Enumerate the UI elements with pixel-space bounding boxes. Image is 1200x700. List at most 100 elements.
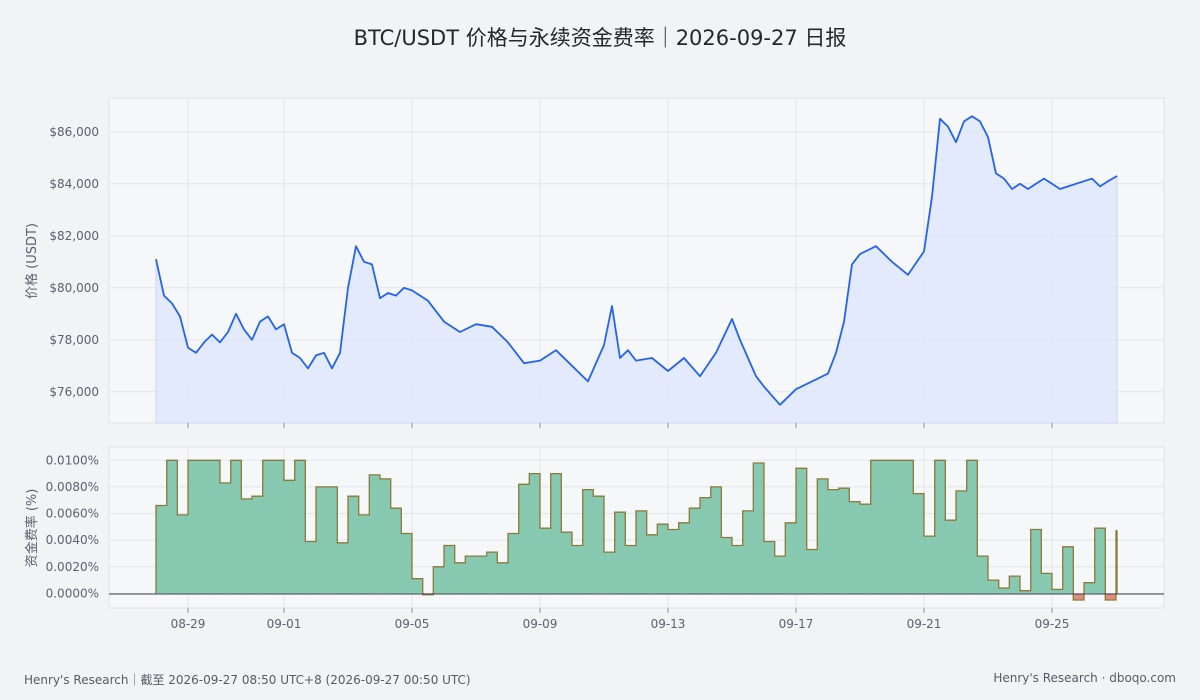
funding-bar <box>294 460 306 594</box>
funding-bar <box>998 588 1010 594</box>
funding-bar <box>646 534 658 594</box>
funding-bars <box>156 460 1118 601</box>
funding-bar <box>892 460 904 594</box>
funding-bar <box>220 482 232 594</box>
funding-bar <box>390 508 402 594</box>
funding-bar <box>476 556 488 594</box>
funding-bar <box>806 549 818 594</box>
price-y-tick-label: $76,000 <box>49 385 99 399</box>
x-tick-label: 09-05 <box>395 617 430 631</box>
funding-bar <box>614 512 626 594</box>
funding-bar <box>732 545 744 594</box>
funding-bar <box>1041 573 1053 594</box>
funding-bar <box>508 533 520 594</box>
funding-bar <box>1084 582 1096 594</box>
funding-bar <box>156 505 168 594</box>
funding-bar <box>700 497 712 594</box>
price-y-tick-label: $80,000 <box>49 281 99 295</box>
funding-bar <box>657 524 669 594</box>
price-y-tick-label: $82,000 <box>49 229 99 243</box>
chart-title: BTC/USDT 价格与永续资金费率｜2026-09-27 日报 <box>353 26 847 50</box>
x-tick-label: 09-17 <box>779 617 814 631</box>
funding-bar <box>188 460 200 594</box>
funding-bar <box>966 460 978 594</box>
funding-bar <box>796 468 808 594</box>
funding-bar <box>433 566 445 594</box>
funding-bar <box>273 460 285 594</box>
funding-bar <box>486 552 498 594</box>
funding-bar <box>988 580 1000 594</box>
funding-bar <box>230 460 242 594</box>
funding-bar <box>529 473 541 594</box>
funding-bar <box>945 520 957 594</box>
funding-bar <box>913 493 925 594</box>
funding-bar <box>881 460 893 594</box>
funding-bar <box>902 460 914 594</box>
funding-bar <box>860 504 872 594</box>
funding-bar <box>348 496 360 594</box>
x-tick-label: 09-01 <box>267 617 302 631</box>
funding-bar <box>369 474 381 594</box>
funding-bar <box>689 508 701 594</box>
funding-bar <box>721 537 733 594</box>
funding-bar <box>166 460 178 594</box>
funding-bar <box>401 533 413 594</box>
funding-bar <box>1062 546 1074 594</box>
funding-y-ticks: 0.0000% 0.0020% 0.0040% 0.0060% 0.0080% 0.010… <box>46 453 99 600</box>
funding-bar <box>337 542 349 594</box>
footer-source: Henry's Research｜截至 2026-09-27 08:50 UTC… <box>24 673 471 687</box>
funding-bar <box>177 514 189 594</box>
x-tick-label: 09-13 <box>651 617 686 631</box>
funding-bar <box>817 478 829 594</box>
funding-bar <box>444 545 456 594</box>
funding-bar <box>454 562 466 594</box>
funding-bar <box>710 486 722 594</box>
funding-bar <box>764 541 776 594</box>
x-tick-label: 09-25 <box>1035 617 1070 631</box>
funding-bar <box>252 496 264 594</box>
funding-bar <box>518 484 530 594</box>
price-y-tick-label: $78,000 <box>49 333 99 347</box>
funding-bar <box>1052 589 1064 594</box>
funding-bar <box>582 489 594 594</box>
funding-bar <box>550 473 562 594</box>
funding-bar <box>678 522 690 594</box>
funding-bar <box>753 463 765 594</box>
funding-bar <box>870 460 882 594</box>
funding-bar <box>956 490 968 594</box>
funding-bar <box>412 578 424 594</box>
x-tick-label: 09-09 <box>523 617 558 631</box>
funding-bar <box>668 529 680 594</box>
funding-bar <box>358 514 370 594</box>
price-y-axis-label: 价格 (USDT) <box>24 223 40 299</box>
funding-bar <box>849 501 861 594</box>
funding-bar <box>198 460 210 594</box>
funding-y-tick-label: 0.0060% <box>46 507 99 521</box>
funding-bar <box>838 488 850 594</box>
funding-bar <box>774 556 786 594</box>
funding-bar <box>1073 593 1085 601</box>
funding-y-tick-label: 0.0080% <box>46 480 99 494</box>
funding-bar <box>572 545 584 594</box>
funding-bar <box>604 552 616 594</box>
funding-bar <box>465 556 477 594</box>
funding-y-axis-label: 资金费率 (%) <box>24 489 40 568</box>
funding-bar <box>977 556 989 594</box>
funding-bar <box>284 480 296 594</box>
funding-bar <box>924 536 936 594</box>
funding-bar <box>209 460 221 594</box>
funding-bar <box>326 486 338 594</box>
funding-bar <box>305 541 317 594</box>
price-y-ticks: $76,000 $78,000 $80,000 $82,000 $84,000 $86,0… <box>49 125 99 399</box>
funding-bar <box>1094 528 1106 594</box>
x-ticks: 08-29 09-01 09-05 09-09 09-13 09-17 09-21 09-25 <box>171 423 1070 631</box>
price-line <box>155 115 1118 406</box>
funding-y-tick-label: 0.0000% <box>46 586 99 600</box>
funding-bar <box>316 486 328 594</box>
funding-bar <box>934 460 946 594</box>
price-y-tick-label: $86,000 <box>49 125 99 139</box>
funding-bar <box>785 522 797 594</box>
footer-brand: Henry's Research · dboqo.com <box>993 671 1176 685</box>
funding-bar <box>561 532 573 594</box>
